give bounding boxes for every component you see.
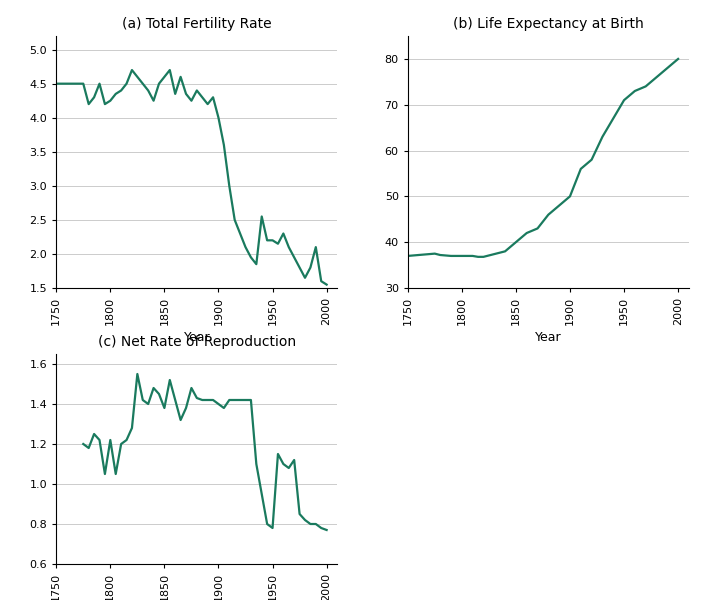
Title: (a) Total Fertility Rate: (a) Total Fertility Rate — [122, 17, 271, 31]
X-axis label: Year: Year — [183, 331, 210, 344]
Title: (c) Net Rate of Reproduction: (c) Net Rate of Reproduction — [98, 335, 296, 349]
X-axis label: Year: Year — [535, 331, 562, 344]
Title: (b) Life Expectancy at Birth: (b) Life Expectancy at Birth — [453, 17, 644, 31]
